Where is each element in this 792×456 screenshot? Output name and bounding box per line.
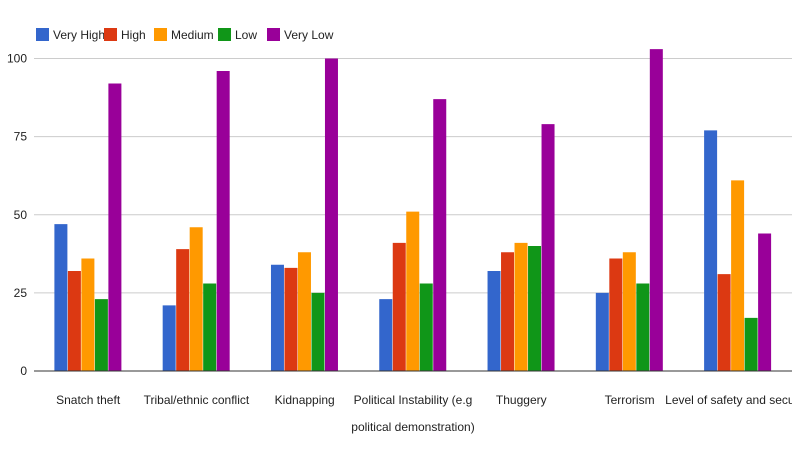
bar-medium-1: [189, 227, 203, 371]
legend-swatch-very-high: [36, 28, 49, 41]
legend-label: Very High: [53, 28, 105, 42]
bar-high-4: [501, 252, 515, 371]
bar-very-high-2: [270, 264, 284, 371]
bar-high-3: [392, 242, 406, 371]
x-tick-label: Terrorism: [605, 393, 655, 407]
legend-swatch-high: [104, 28, 117, 41]
bar-very-low-3: [433, 99, 447, 371]
bar-low-0: [94, 299, 108, 371]
y-tick-label: 0: [20, 364, 27, 378]
x-axis-tick-labels: Snatch theft Tribal/ethnic conflict Kidnap…: [56, 393, 792, 434]
legend: Very High High Medium Low Very Low: [36, 28, 334, 42]
bars: [54, 49, 772, 371]
bar-medium-3: [406, 211, 420, 371]
y-tick-label: 25: [14, 286, 28, 300]
bar-high-2: [284, 267, 298, 371]
bar-very-high-5: [595, 292, 609, 371]
bar-very-high-1: [162, 305, 176, 371]
bar-very-low-1: [216, 71, 230, 371]
bar-high-0: [67, 271, 81, 371]
bar-low-1: [203, 283, 217, 371]
bar-medium-0: [81, 258, 95, 371]
bar-very-low-2: [324, 58, 338, 371]
legend-label: Medium: [171, 28, 214, 42]
y-axis-tick-labels: 0 25 50 75 100: [7, 52, 27, 379]
y-tick-label: 50: [14, 208, 28, 222]
x-tick-label: political demonstration): [351, 420, 474, 434]
bar-very-high-0: [54, 224, 68, 371]
bar-low-3: [419, 283, 433, 371]
legend-label: Low: [235, 28, 257, 42]
y-tick-label: 100: [7, 52, 27, 66]
bar-high-6: [717, 274, 731, 371]
bar-medium-4: [514, 242, 528, 371]
bar-very-low-0: [108, 83, 122, 371]
bar-very-high-4: [487, 271, 501, 371]
bar-high-5: [609, 258, 623, 371]
bar-medium-5: [622, 252, 636, 371]
legend-swatch-low: [218, 28, 231, 41]
x-tick-label: Level of safety and security: [665, 393, 792, 407]
x-tick-label: Kidnapping: [275, 393, 335, 407]
x-tick-label: Political Instability (e.g: [354, 393, 473, 407]
bar-very-low-4: [541, 124, 555, 371]
bar-very-high-3: [379, 299, 393, 371]
x-tick-label: Tribal/ethnic conflict: [144, 393, 250, 407]
bar-very-high-6: [704, 130, 718, 371]
bar-low-6: [744, 317, 758, 371]
bar-high-1: [176, 249, 190, 371]
legend-label: Very Low: [284, 28, 334, 42]
legend-label: High: [121, 28, 146, 42]
y-tick-label: 75: [14, 130, 28, 144]
bar-low-4: [528, 246, 542, 371]
bar-very-low-6: [758, 233, 772, 371]
bar-medium-6: [731, 180, 745, 371]
x-tick-label: Thuggery: [496, 393, 547, 407]
bar-low-2: [311, 292, 325, 371]
bar-medium-2: [297, 252, 311, 371]
legend-swatch-medium: [154, 28, 167, 41]
bar-very-low-5: [649, 49, 663, 371]
x-tick-label: Snatch theft: [56, 393, 121, 407]
bar-low-5: [636, 283, 650, 371]
legend-swatch-very-low: [267, 28, 280, 41]
